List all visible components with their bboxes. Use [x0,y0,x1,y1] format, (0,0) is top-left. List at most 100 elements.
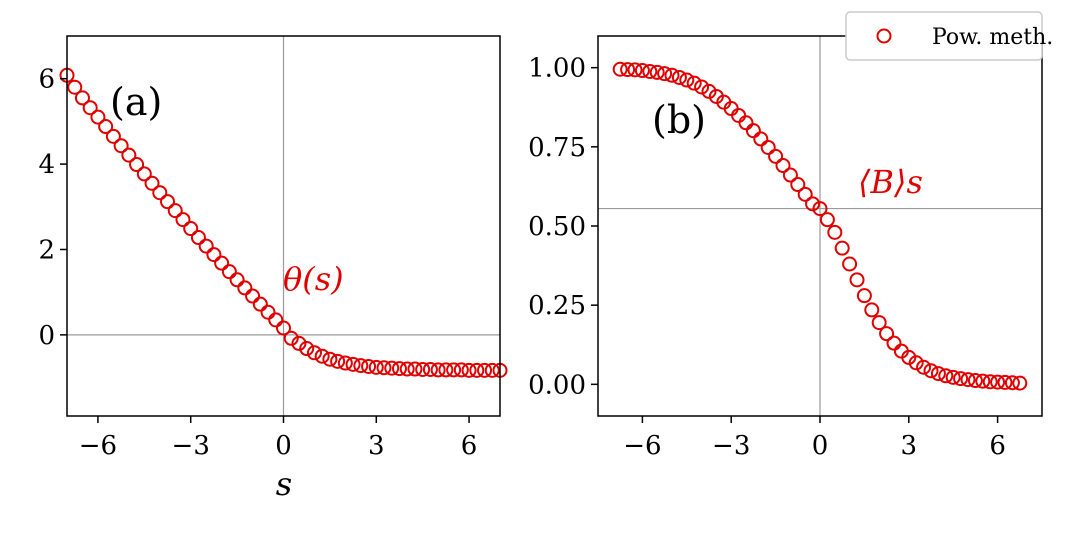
panel-a-data-point [245,288,261,304]
panel-b-data-point [738,115,754,131]
panel-b-x-tick-label: 0 [812,431,829,461]
panel-a-data-point [283,330,299,346]
panel-b-data-point [768,148,784,164]
panel-b-data-point [664,67,680,83]
panel-b-data-point [797,186,813,202]
panel-a-data-point [461,362,477,378]
panel-b-data-point [657,66,673,82]
panel-b-y-tick-label: 1.00 [528,54,586,84]
panel-b-x-tick-label: −6 [623,431,661,461]
panel-a-y-tick-label: 4 [38,150,55,180]
panel-b: −6 −3 0 3 6 0.00 0.25 0.50 0.75 1.00 (b) ⟨B⟩s [528,35,1043,461]
panel-a-data-point [229,272,245,288]
panel-a-data-point [175,212,191,228]
panel-a-points [59,67,508,378]
panel-b-y-tick-label: 0.25 [528,291,586,321]
panel-b-data-point [760,139,776,155]
panel-b-data-point [627,62,643,78]
panel-a-data-point [183,221,199,237]
panel-a-data-point [160,194,176,210]
panel-a-y-tick-label: 6 [38,65,55,95]
panel-a-data-point [368,359,384,375]
panel-b-data-point [982,374,998,390]
panel-a-data-point [453,362,469,378]
panel-a-data-point [314,348,330,364]
panel-a-data-point [113,138,129,154]
panel-b-x-tick-label: −3 [712,431,750,461]
panel-b-data-point [612,61,628,77]
panel-b-data-point [997,374,1013,390]
panel-b-data-point [819,212,835,228]
panel-a-data-point [260,304,276,320]
panel-b-data-point [938,368,954,384]
panel-a-data-point [446,362,462,378]
panel-b-data-point [731,107,747,123]
panel-a-data-point [276,320,291,336]
panel-a-data-point [322,351,338,367]
panel-b-data-point [916,359,932,375]
panel-a-data-point [484,362,500,378]
panel-a-data-point [353,358,369,374]
panel-b-data-point [671,69,687,85]
panel-a-data-point [105,128,121,144]
panel-a-data-point [90,109,106,125]
panel-a-x-tick-label: −3 [172,431,210,461]
panel-b-data-point [967,373,983,389]
panel-b-data-point [620,62,636,78]
panel-a-data-point [376,360,392,376]
panel-b-ticks: −6 −3 0 3 6 0.00 0.25 0.50 0.75 1.00 [528,54,1006,461]
panel-b-data-point [945,369,961,385]
panel-a-data-point [206,247,222,263]
panel-a-x-tick-label: 6 [461,431,478,461]
panel-a-data-point [198,238,214,254]
panel-b-y-tick-label: 0.50 [528,212,586,242]
panel-a-data-point [299,341,315,357]
panel-b-data-point [930,366,946,382]
panel-b-data-point [834,240,850,256]
panel-b-data-point [701,83,717,99]
panel-a-data-point [121,147,137,163]
panel-b-data-point [649,64,665,80]
panel-a: −6 −3 0 3 6 0 2 4 6 (a) θ(s) s [38,35,508,503]
panel-a-data-point [361,358,377,374]
panel-b-data-point [842,256,858,272]
panel-a-data-point [469,362,485,378]
panel-a-label: (a) [110,80,162,124]
panel-a-data-point [98,119,114,135]
panel-a-data-point [330,353,346,369]
panel-a-data-point [190,230,206,246]
panel-a-y-tick-label: 2 [38,235,55,265]
panel-b-data-point [1012,375,1028,391]
panel-b-data-point [990,374,1006,390]
panel-b-data-point [864,302,880,318]
panel-a-data-point [144,175,160,191]
legend-box [845,11,1043,61]
legend: Pow. meth. [845,11,1053,61]
panel-b-data-point [679,72,695,88]
panel-b-reference-lines [598,36,1042,416]
panel-a-data-point [477,362,493,378]
panel-b-data-point [856,288,872,304]
panel-a-data-point [237,280,253,296]
panel-a-y-tick-label: 0 [38,321,55,351]
panel-b-data-point [805,196,821,212]
panel-b-data-point [975,373,991,389]
panel-b-points [612,61,1028,391]
panel-b-y-tick-label: 0.75 [528,133,586,163]
panel-a-data-point [74,90,90,106]
panel-b-data-point [790,177,806,193]
legend-label: Pow. meth. [932,25,1053,50]
panel-a-data-point [407,361,423,377]
panel-a-data-point [306,345,322,361]
panel-b-data-point [908,355,924,371]
panel-b-data-point [923,363,939,379]
panel-b-data-point [827,224,843,240]
panel-a-data-point [438,362,454,378]
panel-a-data-point [384,360,400,376]
panel-a-data-point [167,203,183,219]
panel-a-annotation: θ(s) [283,260,344,298]
panel-b-data-point [953,371,969,387]
panel-b-data-point [879,326,895,342]
panel-a-data-point [345,356,361,372]
